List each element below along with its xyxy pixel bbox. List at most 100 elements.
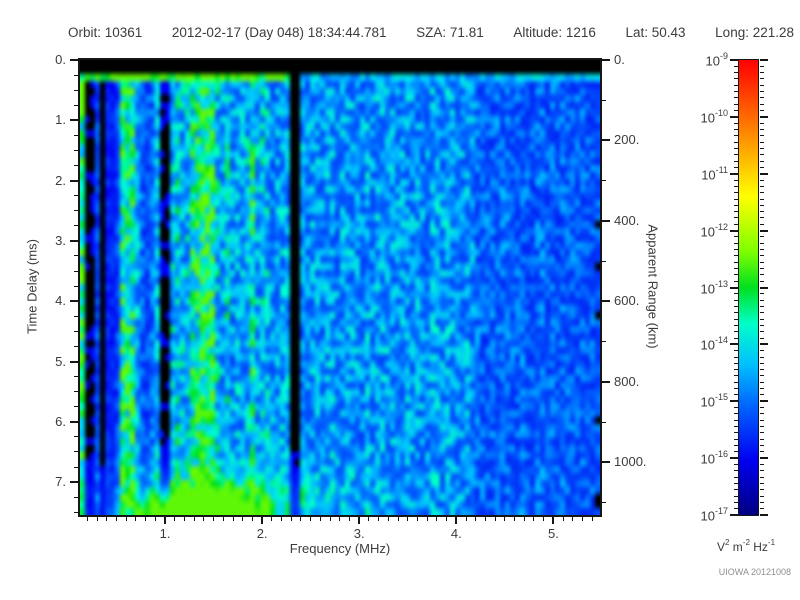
x-minor-tick bbox=[407, 517, 409, 521]
colorbar-major-tick-right bbox=[760, 457, 768, 460]
colorbar-minor-tick-right bbox=[760, 204, 764, 206]
x-minor-tick bbox=[96, 517, 98, 521]
x-minor-tick bbox=[174, 517, 176, 521]
colorbar-minor-tick-left bbox=[734, 337, 738, 339]
x-major-tick bbox=[261, 517, 264, 524]
colorbar-minor-tick-right bbox=[760, 280, 764, 282]
colorbar-minor-tick-right bbox=[760, 103, 764, 105]
y-major-tick bbox=[70, 119, 78, 122]
plot-frame bbox=[78, 58, 602, 517]
colorbar-minor-tick-left bbox=[734, 160, 738, 162]
colorbar-major-tick-right bbox=[760, 172, 768, 175]
colorbar-tick-label: 10-13 bbox=[700, 278, 728, 296]
colorbar-major-tick-left bbox=[730, 229, 738, 232]
colorbar-minor-tick-right bbox=[760, 413, 764, 415]
colorbar-minor-tick-right bbox=[760, 192, 764, 194]
y-major-tick bbox=[70, 481, 78, 484]
y2-minor-tick bbox=[602, 421, 606, 423]
y-minor-tick bbox=[74, 104, 78, 106]
x-minor-tick bbox=[368, 517, 370, 521]
x-minor-tick bbox=[582, 517, 584, 521]
x-minor-tick bbox=[484, 517, 486, 521]
colorbar-major-tick-right bbox=[760, 400, 768, 403]
x-minor-tick bbox=[475, 517, 477, 521]
y-major-tick bbox=[70, 300, 78, 303]
colorbar-minor-tick-left bbox=[734, 249, 738, 251]
x-minor-tick bbox=[125, 517, 127, 521]
x-minor-tick bbox=[145, 517, 147, 521]
colorbar-minor-tick-right bbox=[760, 324, 764, 326]
x-minor-tick bbox=[339, 517, 341, 521]
colorbar-minor-tick-left bbox=[734, 122, 738, 124]
colorbar-exponent: -14 bbox=[714, 335, 728, 346]
y-minor-tick bbox=[74, 225, 78, 227]
colorbar-minor-tick-left bbox=[734, 318, 738, 320]
colorbar-minor-tick-left bbox=[734, 413, 738, 415]
colorbar-minor-tick-left bbox=[734, 444, 738, 446]
colorbar-minor-tick-right bbox=[760, 489, 764, 491]
colorbar-tick-label: 10-11 bbox=[701, 164, 728, 183]
y2-tick-label: 400. bbox=[614, 212, 640, 228]
colorbar-minor-tick-left bbox=[734, 217, 738, 219]
colorbar-minor-tick-right bbox=[760, 388, 764, 390]
colorbar-minor-tick-right bbox=[760, 166, 764, 168]
colorbar-exponent: -13 bbox=[714, 278, 728, 289]
unit-base: Hz bbox=[749, 540, 768, 554]
colorbar-minor-tick-right bbox=[760, 242, 764, 244]
x-minor-tick bbox=[572, 517, 574, 521]
colorbar-minor-tick-right bbox=[760, 293, 764, 295]
colorbar-exponent: -17 bbox=[714, 506, 728, 516]
colorbar-minor-tick-left bbox=[734, 312, 738, 314]
colorbar-major-tick-right bbox=[760, 514, 768, 516]
y2-tick-label: 0. bbox=[614, 52, 625, 67]
colorbar-minor-tick-right bbox=[760, 432, 764, 434]
colorbar-tick-label: 10-10 bbox=[700, 107, 728, 126]
colorbar-minor-tick-right bbox=[760, 356, 764, 358]
x-minor-tick bbox=[213, 517, 215, 521]
colorbar-tick-label: 10-12 bbox=[700, 221, 728, 239]
y2-major-tick bbox=[602, 59, 610, 61]
colorbar-tick-label: 10-17 bbox=[700, 506, 728, 524]
x-minor-tick bbox=[436, 517, 438, 521]
colorbar-minor-tick-left bbox=[734, 147, 738, 149]
unit-exponent: -1 bbox=[767, 538, 776, 547]
colorbar-minor-tick-right bbox=[760, 438, 764, 440]
colorbar-minor-tick-left bbox=[734, 381, 738, 383]
x-tick-label: 4. bbox=[450, 526, 462, 541]
colorbar-minor-tick-left bbox=[734, 419, 738, 421]
colorbar-minor-tick-left bbox=[734, 242, 738, 244]
colorbar-minor-tick-right bbox=[760, 508, 764, 510]
colorbar-minor-tick-left bbox=[734, 65, 738, 67]
x-minor-tick bbox=[193, 517, 195, 521]
y-minor-tick bbox=[74, 210, 78, 212]
colorbar-minor-tick-left bbox=[734, 331, 738, 333]
colorbar-minor-tick-right bbox=[760, 369, 764, 371]
colorbar-minor-tick-right bbox=[760, 261, 764, 263]
colorbar-minor-tick-right bbox=[760, 223, 764, 225]
unit-exponent: -2 bbox=[742, 538, 750, 547]
colorbar-minor-tick-left bbox=[734, 369, 738, 371]
colorbar-minor-tick-left bbox=[734, 501, 738, 503]
colorbar bbox=[739, 60, 758, 515]
header-field: 2012-02-17 (Day 048) 18:34:44.781 bbox=[171, 24, 387, 40]
colorbar-minor-tick-left bbox=[734, 261, 738, 263]
colorbar-major-tick-left bbox=[730, 514, 738, 516]
colorbar-major-tick-right bbox=[760, 286, 768, 289]
header-field: SZA: 71.81 bbox=[416, 24, 484, 40]
colorbar-minor-tick-left bbox=[734, 489, 738, 491]
colorbar-major-tick-left bbox=[730, 400, 738, 403]
colorbar-minor-tick-left bbox=[734, 78, 738, 80]
colorbar-minor-tick-left bbox=[734, 91, 738, 93]
y2-major-tick bbox=[602, 461, 610, 464]
colorbar-minor-tick-right bbox=[760, 331, 764, 333]
colorbar-tick-label: 10-16 bbox=[700, 449, 728, 467]
y2-minor-tick bbox=[602, 341, 606, 343]
x-tick-label: 2. bbox=[256, 526, 268, 541]
x-minor-tick bbox=[135, 517, 137, 521]
colorbar-exponent: -11 bbox=[715, 164, 728, 175]
colorbar-minor-tick-left bbox=[734, 362, 738, 364]
colorbar-minor-tick-left bbox=[734, 110, 738, 112]
colorbar-minor-tick-left bbox=[734, 192, 738, 194]
unit-base: m bbox=[729, 540, 743, 554]
